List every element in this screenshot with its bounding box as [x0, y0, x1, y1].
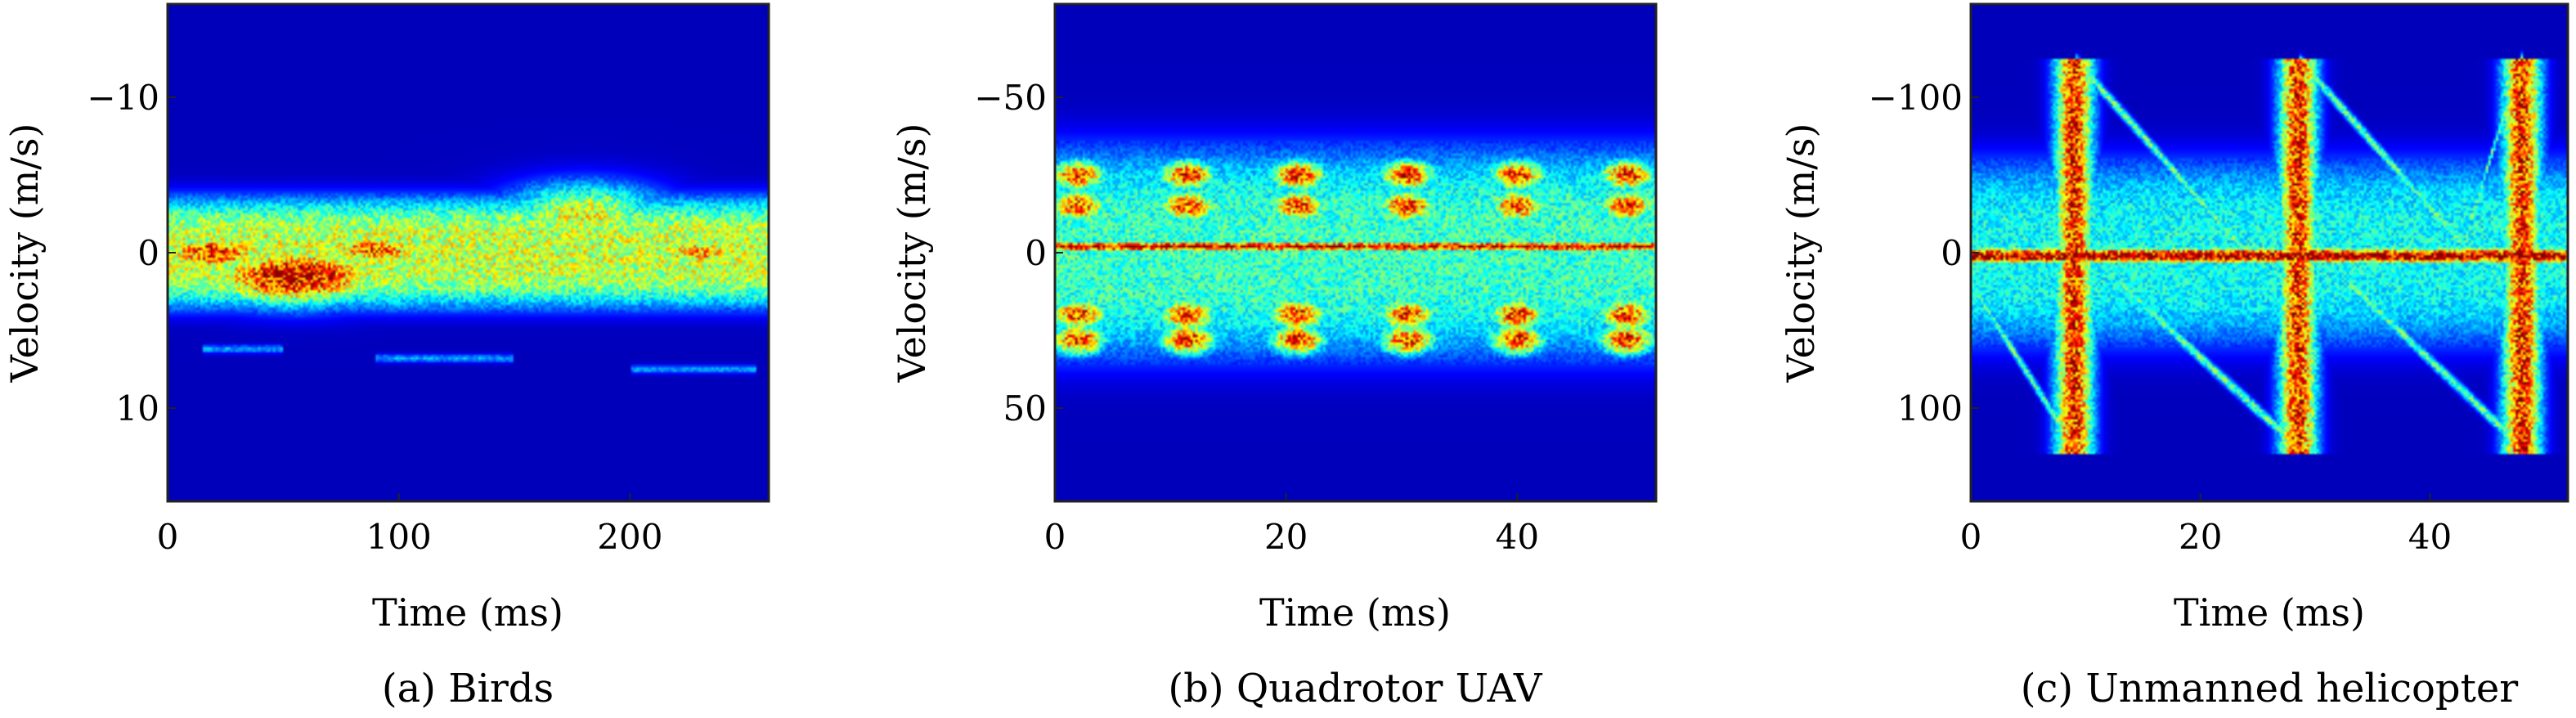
- x-tick-label: 0: [1044, 517, 1066, 557]
- x-tick-label: 40: [1496, 517, 1539, 557]
- y-tick-label: 10: [116, 388, 159, 429]
- y-tick-label: 0: [137, 233, 159, 273]
- axis-ticks-c: 0 20 40 −100 0 100: [1869, 78, 2453, 557]
- panel-b: 0 20 40 −50 0 50 Time (ms) Velocity (m/s) (b)…: [890, 2, 1658, 711]
- spectrogram-birds: [168, 4, 769, 501]
- y-tick-label: 0: [1025, 233, 1047, 273]
- y-tick-label: −50: [974, 78, 1047, 118]
- panel-a: 0 100 200 −10 0 10 Time (ms) Velocity (m/s) (…: [2, 2, 770, 711]
- axis-ticks-a: 0 100 200 −10 0 10: [87, 78, 662, 557]
- y-axis-label-c: Velocity (m/s): [1779, 123, 1823, 384]
- caption-b: (b) Quadrotor UAV: [1168, 666, 1543, 711]
- spectrogram-helicopter: [1971, 4, 2568, 501]
- y-tick-label: 100: [1897, 388, 1963, 429]
- x-axis-label-a: Time (ms): [372, 590, 563, 635]
- x-tick-label: 0: [157, 517, 179, 557]
- x-tick-label: 40: [2408, 517, 2452, 557]
- x-tick-label: 20: [2179, 517, 2222, 557]
- x-tick-label: 20: [1264, 517, 1308, 557]
- x-tick-label: 100: [366, 517, 432, 557]
- y-tick-label: −100: [1869, 78, 1963, 118]
- caption-a: (a) Birds: [382, 666, 554, 711]
- x-axis-label-c: Time (ms): [2174, 590, 2365, 635]
- spectrogram-quadrotor: [1055, 4, 1656, 501]
- x-tick-label: 0: [1960, 517, 1982, 557]
- x-tick-label: 200: [597, 517, 662, 557]
- x-axis-label-b: Time (ms): [1259, 590, 1451, 635]
- y-tick-label: −10: [87, 78, 159, 118]
- y-axis-label-a: Velocity (m/s): [2, 123, 47, 384]
- caption-c: (c) Unmanned helicopter: [2021, 666, 2519, 711]
- y-axis-label-b: Velocity (m/s): [890, 123, 934, 384]
- axis-ticks-b: 0 20 40 −50 0 50: [974, 78, 1539, 557]
- y-tick-label: 0: [1941, 233, 1963, 273]
- panel-c: 0 20 40 −100 0 100 Time (ms) Velocity (m/s) (…: [1779, 2, 2569, 711]
- y-tick-label: 50: [1003, 388, 1047, 429]
